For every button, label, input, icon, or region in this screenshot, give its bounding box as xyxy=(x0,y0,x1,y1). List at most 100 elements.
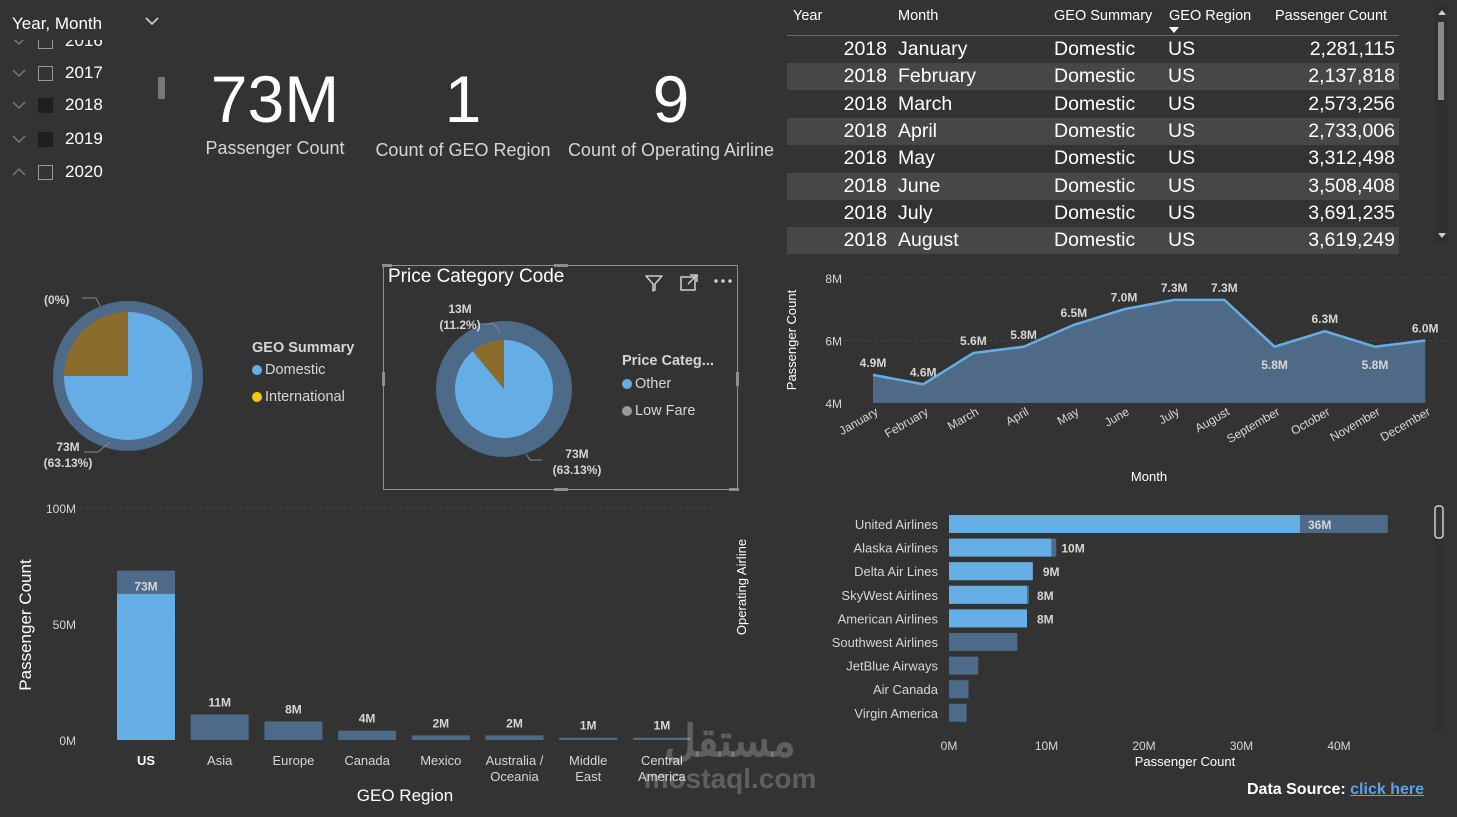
slicer-checkbox[interactable] xyxy=(38,164,53,180)
pie-slice-international[interactable] xyxy=(64,312,128,376)
bar-jetblue-airways[interactable] xyxy=(949,656,979,675)
slicer-item-2016[interactable]: 2016 xyxy=(10,34,103,54)
x-tick-label: July xyxy=(1156,404,1181,427)
legend-item-international[interactable]: International xyxy=(252,389,354,405)
chevron-down-icon[interactable] xyxy=(10,98,28,112)
data-point[interactable] xyxy=(1272,344,1278,350)
chevron-up-icon[interactable] xyxy=(10,165,28,179)
data-point[interactable] xyxy=(970,350,976,356)
table-row[interactable]: 2018 July Domestic US 3,691,235 xyxy=(787,200,1399,227)
bar-australia-oceania[interactable] xyxy=(485,735,544,740)
data-label: 2M xyxy=(506,716,523,730)
data-point[interactable] xyxy=(1121,306,1127,312)
data-point[interactable] xyxy=(1322,328,1328,334)
bar-highlight[interactable] xyxy=(117,593,175,740)
bar-central-america[interactable] xyxy=(632,737,691,740)
slicer-item-2017[interactable]: 2017 xyxy=(10,60,103,86)
bar-europe[interactable] xyxy=(264,721,323,740)
y-tick-label: Virgin America xyxy=(854,706,938,721)
resize-handle-corner-br[interactable] xyxy=(729,488,739,491)
table-row[interactable]: 2018 February Domestic US 2,137,818 xyxy=(787,63,1399,91)
bar-highlight[interactable] xyxy=(949,562,1033,581)
bar-air-canada[interactable] xyxy=(949,680,969,699)
bar-middle-east[interactable] xyxy=(559,737,618,740)
series-line xyxy=(872,298,1426,386)
bar-highlight[interactable] xyxy=(949,515,1300,533)
table-row[interactable]: 2018 June Domestic US 3,508,408 xyxy=(787,172,1399,200)
table-row[interactable]: 2018 May Domestic US 3,312,498 xyxy=(787,145,1399,172)
watermark-latin: mostaql.com xyxy=(643,763,817,794)
bar-asia[interactable] xyxy=(190,714,249,740)
data-point[interactable] xyxy=(1221,297,1227,303)
x-tick-label: 20M xyxy=(1132,739,1155,753)
data-point[interactable] xyxy=(1171,297,1177,303)
column-header-year[interactable]: Year xyxy=(793,8,823,24)
scrollbar-thumb[interactable] xyxy=(1438,22,1444,100)
data-label: 10M xyxy=(1061,542,1084,556)
data-point[interactable] xyxy=(870,372,876,378)
bar-chart-scrollbar[interactable] xyxy=(1435,506,1443,732)
chevron-down-icon[interactable] xyxy=(10,66,28,80)
price-category-visual-frame[interactable] xyxy=(382,264,739,491)
table-row[interactable]: 2018 January Domestic US 2,281,115 xyxy=(787,36,1399,63)
data-label: 6.3M xyxy=(1311,312,1338,326)
legend-item-low-fare[interactable]: Low Fare xyxy=(622,403,714,419)
bar-highlight[interactable] xyxy=(949,538,1052,557)
slicer-item-2019[interactable]: 2019 xyxy=(10,126,103,152)
x-tick-label: August xyxy=(1193,404,1233,435)
scrollbar-thumb[interactable] xyxy=(1434,505,1444,539)
data-label: 7.3M xyxy=(1211,281,1238,295)
slicer-checkbox[interactable] xyxy=(38,65,53,81)
slicer-checkbox[interactable] xyxy=(38,97,53,113)
resize-handle-corner-tl[interactable] xyxy=(382,264,392,267)
bar-highlight[interactable] xyxy=(949,585,1027,604)
slicer-item-2018[interactable]: 2018 xyxy=(10,92,103,118)
y-tick-label: 0M xyxy=(59,734,76,748)
table-row[interactable]: 2018 August Domestic US 3,619,249 xyxy=(787,227,1399,255)
column-header-geo-summary[interactable]: GEO Summary xyxy=(1054,8,1153,24)
data-source-link[interactable]: click here xyxy=(1350,781,1424,798)
resize-handle-top[interactable] xyxy=(554,264,568,267)
more-options-icon[interactable] xyxy=(712,273,734,289)
cell-geo-summary: Domestic xyxy=(1054,38,1136,60)
column-header-geo-region[interactable]: GEO Region xyxy=(1169,8,1252,24)
resize-handle-left[interactable] xyxy=(382,372,385,386)
legend-dot-icon xyxy=(252,392,262,402)
slicer-item-label: 2018 xyxy=(65,95,103,114)
scroll-up-icon[interactable] xyxy=(1438,10,1446,15)
resize-handle-bottom[interactable] xyxy=(554,488,568,491)
slicer-checkbox[interactable] xyxy=(38,40,53,49)
column-header-passenger-count[interactable]: Passenger Count xyxy=(1275,8,1388,24)
cell-passenger-count: 3,619,249 xyxy=(1308,229,1395,252)
x-tick-label: 40M xyxy=(1327,739,1350,753)
scroll-down-icon[interactable] xyxy=(1438,233,1446,238)
table-scrollbar[interactable] xyxy=(1435,6,1447,244)
bar-mexico[interactable] xyxy=(411,735,470,740)
slicer-checkbox[interactable] xyxy=(38,131,53,147)
legend-item-other[interactable]: Other xyxy=(622,376,714,392)
table-row[interactable]: 2018 April Domestic US 2,733,006 xyxy=(787,117,1399,145)
resize-handle-right[interactable] xyxy=(736,372,739,386)
filter-icon[interactable] xyxy=(644,273,664,293)
chevron-down-icon[interactable] xyxy=(10,132,28,146)
chevron-down-icon[interactable] xyxy=(143,14,161,28)
pie-label-domestic: 73M (63.13%) xyxy=(20,439,116,471)
legend-label: International xyxy=(265,389,345,405)
bar-southwest-airlines[interactable] xyxy=(949,633,1018,651)
bar-virgin-america[interactable] xyxy=(949,703,967,722)
pie-slice-low-fare[interactable] xyxy=(472,340,504,389)
data-point[interactable] xyxy=(1071,322,1077,328)
data-point[interactable] xyxy=(1021,344,1027,350)
bar-canada[interactable] xyxy=(338,730,397,740)
legend-item-domestic[interactable]: Domestic xyxy=(252,362,354,378)
data-point[interactable] xyxy=(920,381,926,387)
data-point[interactable] xyxy=(1372,344,1378,350)
data-point[interactable] xyxy=(1422,338,1428,344)
slicer-item-2020[interactable]: 2020 xyxy=(10,159,103,185)
focus-mode-icon[interactable] xyxy=(679,273,699,293)
chevron-down-icon[interactable] xyxy=(10,34,28,48)
bar-highlight[interactable] xyxy=(949,609,1027,628)
column-header-month[interactable]: Month xyxy=(898,8,939,24)
slicer-scrollbar[interactable] xyxy=(158,77,165,99)
table-row[interactable]: 2018 March Domestic US 2,573,256 xyxy=(787,91,1399,118)
